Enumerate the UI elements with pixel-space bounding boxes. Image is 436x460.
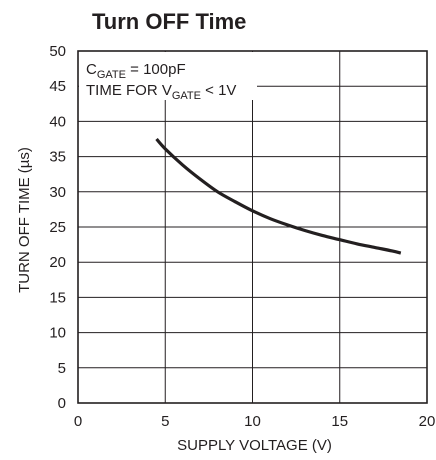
x-tick-label: 15	[331, 413, 348, 430]
series-layer	[155, 137, 402, 255]
x-tick-labels: 0 5 10 15 20	[74, 413, 436, 430]
x-tick-label: 20	[419, 413, 436, 430]
y-tick-label: 45	[49, 78, 66, 95]
x-tick-label: 0	[74, 413, 82, 430]
y-tick-label: 15	[49, 289, 66, 306]
y-axis-label: TURN OFF TIME (µs)	[16, 147, 33, 293]
annotation-main: TIME FOR V	[86, 82, 172, 99]
y-tick-label: 40	[49, 113, 66, 130]
x-tick-label: 10	[244, 413, 261, 430]
grid	[78, 51, 427, 403]
y-tick-label: 50	[49, 43, 66, 60]
y-tick-label: 30	[49, 184, 66, 201]
x-axis-label: SUPPLY VOLTAGE (V)	[177, 437, 332, 454]
annotation-subscript: GATE	[172, 90, 201, 102]
annotation-main: C	[86, 61, 97, 78]
annotation-rest: = 100pF	[126, 61, 186, 78]
plot-frame	[77, 50, 428, 404]
annotation-rest: < 1V	[201, 82, 236, 99]
x-tick-label: 5	[161, 413, 169, 430]
y-tick-labels: 0 5 10 15 20 25 30 35 40 45 50	[49, 43, 66, 412]
annotation-line: CGATE = 100pF	[86, 61, 186, 81]
annotation-background	[79, 52, 257, 100]
y-tick-label: 5	[58, 360, 66, 377]
chart-title: Turn OFF Time	[92, 9, 246, 34]
y-tick-label: 35	[49, 149, 66, 166]
annotation-subscript: GATE	[97, 69, 126, 81]
y-tick-label: 25	[49, 219, 66, 236]
y-tick-label: 0	[58, 395, 66, 412]
annotation-line: TIME FOR VGATE < 1V	[86, 82, 236, 102]
y-tick-label: 20	[49, 254, 66, 271]
y-tick-label: 10	[49, 325, 66, 342]
series-line-turn-off-time	[155, 137, 402, 255]
